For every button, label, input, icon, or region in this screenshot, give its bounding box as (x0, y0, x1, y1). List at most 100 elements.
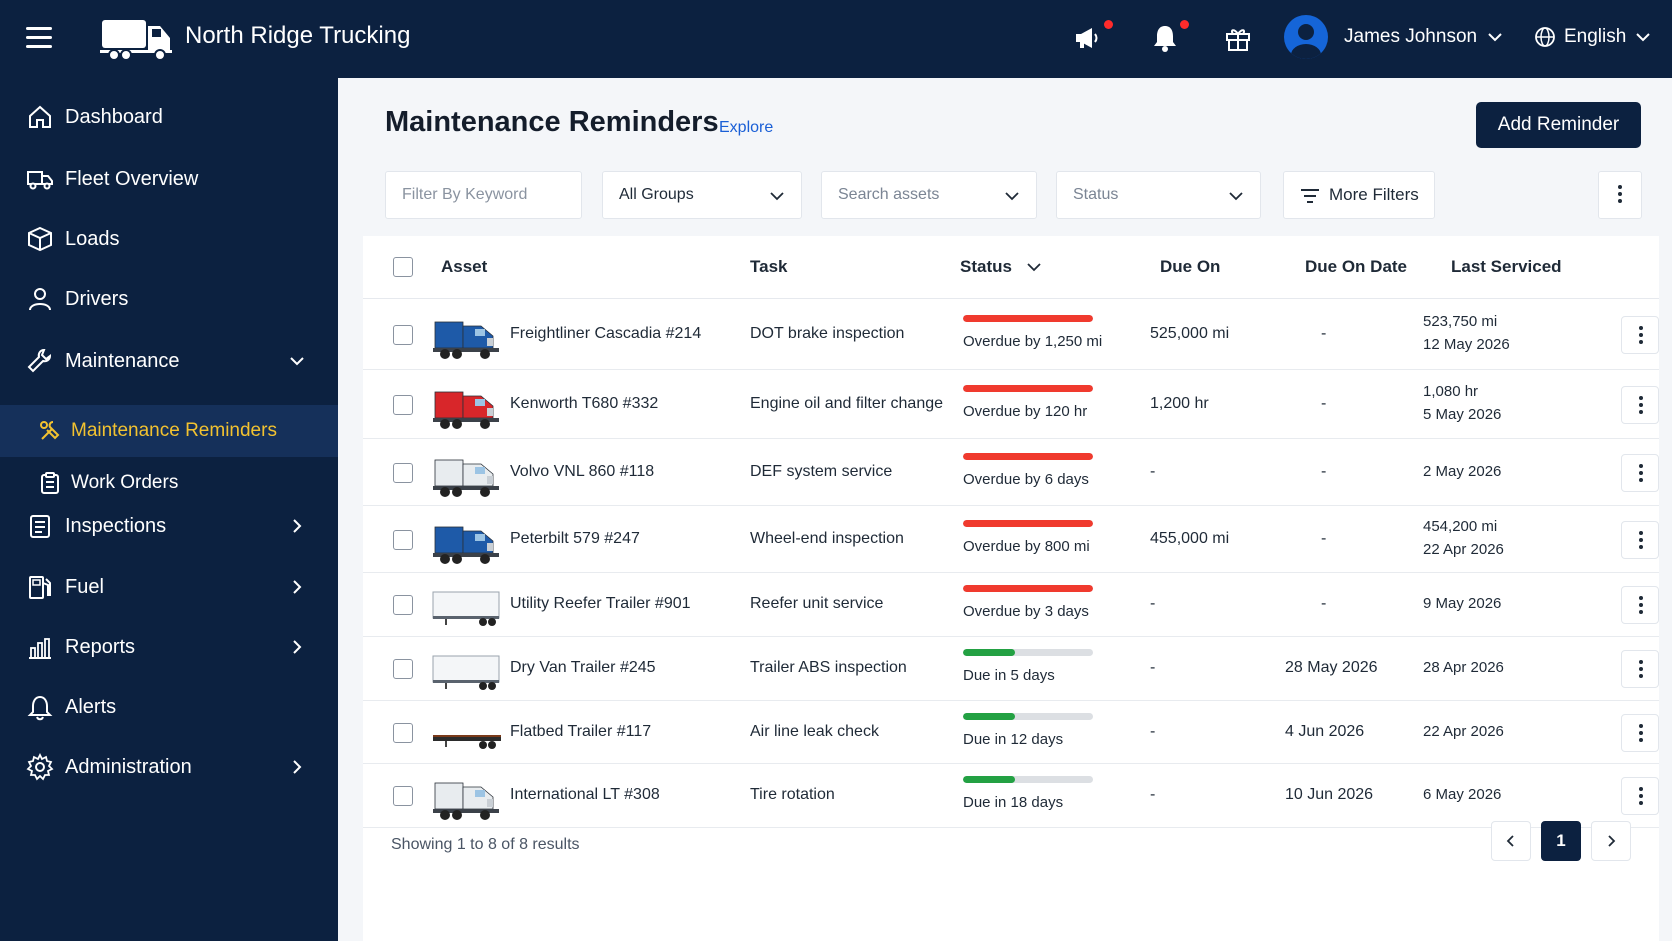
col-header-status[interactable]: Status (960, 236, 1042, 298)
row-checkbox[interactable] (393, 324, 413, 345)
prev-page-button[interactable] (1491, 821, 1531, 861)
row-options-button[interactable] (1621, 713, 1659, 752)
sidebar-item-dashboard[interactable]: Dashboard (0, 89, 338, 145)
sidebar-item-maintenance-reminders[interactable]: Maintenance Reminders (0, 405, 338, 457)
sidebar-item-label: Dashboard (65, 105, 163, 128)
tools-icon (40, 421, 60, 440)
sidebar-item-inspections[interactable]: Inspections (0, 498, 338, 554)
sidebar-item-fleet-overview[interactable]: Fleet Overview (0, 151, 338, 207)
status-text: Overdue by 800 mi (963, 537, 1090, 555)
more-filters-button[interactable]: More Filters (1283, 171, 1435, 219)
chevron-right-icon (293, 760, 302, 774)
asset-name[interactable]: Utility Reefer Trailer #901 (510, 595, 691, 612)
asset-thumbnail (431, 308, 505, 362)
last-serviced-date: 2 May 2026 (1423, 462, 1502, 480)
groups-select[interactable]: All Groups (602, 171, 802, 219)
page-options-button[interactable] (1598, 171, 1642, 219)
select-all-checkbox[interactable] (393, 257, 413, 277)
status-progress-bar (963, 384, 1093, 392)
more-vertical-icon (1639, 723, 1643, 745)
asset-name[interactable]: Peterbilt 579 #247 (510, 529, 640, 547)
more-vertical-icon (1618, 185, 1622, 206)
clipboard-icon (41, 472, 59, 494)
checklist-icon (30, 515, 50, 538)
row-options-button[interactable] (1621, 777, 1659, 815)
due-on-date-value: 10 Jun 2026 (1285, 786, 1374, 803)
row-checkbox[interactable] (393, 462, 413, 483)
row-options-button[interactable] (1621, 520, 1659, 559)
asset-name[interactable]: Freightliner Cascadia #214 (510, 324, 702, 342)
sidebar-item-alerts[interactable]: Alerts (0, 679, 338, 735)
table-row[interactable]: Dry Van Trailer #245 Trailer ABS inspecti… (363, 637, 1659, 701)
row-options-button[interactable] (1621, 650, 1659, 688)
user-name[interactable]: James Johnson (1344, 26, 1478, 47)
col-header-due-on-date[interactable]: Due On Date (1305, 257, 1408, 276)
gift-icon[interactable] (1222, 22, 1254, 54)
sidebar-item-maintenance[interactable]: Maintenance (0, 333, 338, 389)
row-checkbox[interactable] (393, 786, 413, 806)
language-selector[interactable]: English (1564, 26, 1627, 47)
menu-icon[interactable] (26, 27, 52, 49)
asset-name[interactable]: Dry Van Trailer #245 (510, 659, 656, 676)
explore-link[interactable]: Explore (719, 119, 774, 136)
avatar[interactable] (1284, 15, 1328, 59)
chevron-down-icon[interactable] (1634, 28, 1652, 46)
row-checkbox[interactable] (393, 659, 413, 679)
table-row[interactable]: Volvo VNL 860 #118 DEF system service Over… (363, 439, 1659, 506)
col-header-last-serviced[interactable]: Last Serviced (1451, 257, 1562, 276)
row-checkbox[interactable] (393, 394, 413, 415)
page-1-button[interactable]: 1 (1541, 821, 1581, 861)
more-vertical-icon (1639, 596, 1643, 617)
table-row[interactable]: Freightliner Cascadia #214 DOT brake insp… (363, 299, 1659, 370)
sidebar-item-fuel[interactable]: Fuel (0, 559, 338, 615)
row-options-button[interactable] (1621, 586, 1659, 624)
table-row[interactable]: Utility Reefer Trailer #901 Reefer unit s… (363, 573, 1659, 637)
sidebar-item-drivers[interactable]: Drivers (0, 271, 338, 327)
keyword-filter[interactable] (385, 171, 582, 219)
last-serviced-date: 5 May 2026 (1423, 405, 1502, 423)
table-row[interactable]: Peterbilt 579 #247 Wheel-end inspection Ov… (363, 506, 1659, 573)
sidebar-item-label: Work Orders (71, 472, 179, 493)
more-vertical-icon (1639, 530, 1643, 552)
row-checkbox[interactable] (393, 595, 413, 615)
globe-icon[interactable] (1534, 26, 1556, 48)
status-select[interactable]: Status (1056, 171, 1261, 219)
row-checkbox[interactable] (393, 722, 413, 743)
chevron-right-icon (293, 580, 302, 594)
table-row[interactable]: Kenworth T680 #332 Engine oil and filter … (363, 370, 1659, 439)
col-header-due-on[interactable]: Due On (1160, 257, 1221, 276)
row-options-button[interactable] (1621, 453, 1659, 492)
asset-name[interactable]: Kenworth T680 #332 (510, 394, 659, 412)
megaphone-icon[interactable] (1072, 22, 1104, 54)
sidebar-item-loads[interactable]: Loads (0, 211, 338, 267)
asset-thumbnail (431, 446, 505, 500)
asset-thumbnail (431, 706, 505, 760)
row-options-button[interactable] (1621, 385, 1659, 424)
bell-icon[interactable] (1149, 22, 1181, 54)
table-row[interactable]: International LT #308 Tire rotation Due in… (363, 764, 1659, 828)
chevron-left-icon (1506, 835, 1514, 847)
add-reminder-button[interactable]: Add Reminder (1476, 102, 1641, 148)
assets-select[interactable]: Search assets (821, 171, 1037, 219)
keyword-input[interactable] (402, 186, 581, 204)
status-select-placeholder: Status (1073, 186, 1119, 203)
chevron-down-icon[interactable] (1486, 28, 1504, 46)
sidebar-item-administration[interactable]: Administration (0, 739, 338, 795)
row-checkbox[interactable] (393, 529, 413, 550)
more-vertical-icon (1639, 395, 1643, 417)
sidebar-item-reports[interactable]: Reports (0, 619, 338, 675)
status-text: Overdue by 1,250 mi (963, 332, 1103, 350)
bar-chart-icon (29, 638, 51, 659)
due-on-value: - (1150, 722, 1156, 740)
asset-name[interactable]: International LT #308 (510, 786, 660, 803)
col-header-asset[interactable]: Asset (441, 257, 488, 276)
chevron-down-icon[interactable] (1026, 259, 1042, 275)
asset-name[interactable]: Flatbed Trailer #117 (510, 722, 652, 740)
asset-name[interactable]: Volvo VNL 860 #118 (510, 462, 655, 480)
row-options-button[interactable] (1621, 315, 1659, 354)
table-row[interactable]: Flatbed Trailer #117 Air line leak check D… (363, 701, 1659, 764)
col-header-task[interactable]: Task (750, 257, 788, 276)
status-progress-fill (963, 314, 1093, 322)
next-page-button[interactable] (1591, 821, 1631, 861)
sidebar-item-work-orders[interactable]: Work Orders (0, 457, 338, 509)
